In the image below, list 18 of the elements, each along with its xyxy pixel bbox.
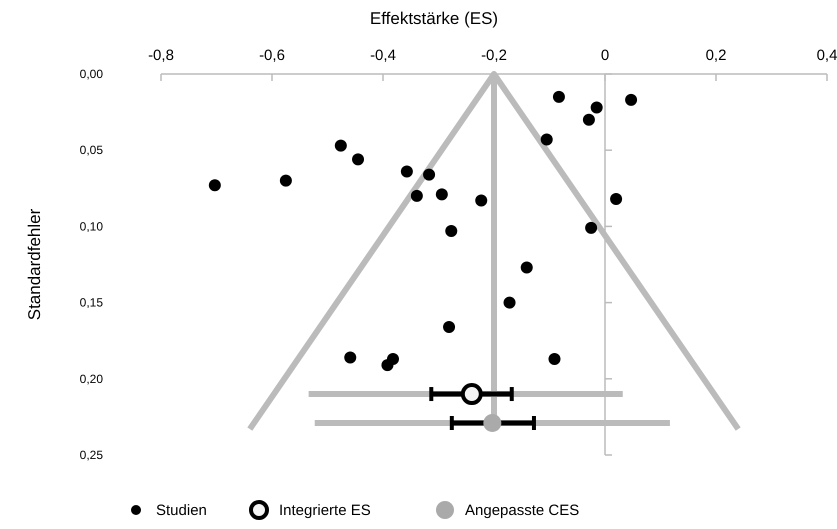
x-axis-title: Effektstärke (ES): [370, 9, 498, 28]
x-tick-label: -0,6: [259, 47, 285, 64]
legend-label: Angepasste CES: [465, 502, 580, 519]
x-tick-label: -0,4: [370, 47, 396, 64]
y-tick-label: 0,00: [80, 67, 104, 81]
y-tick-label: 0,20: [80, 372, 104, 386]
y-axis-title: Standardfehler: [25, 208, 44, 320]
x-tick-label: -0,2: [481, 47, 507, 64]
x-tick-label: 0,2: [706, 47, 726, 64]
y-tick-label: 0,10: [80, 219, 104, 234]
y-tick-label: 0,15: [80, 296, 104, 310]
y-tick-label: 0,05: [80, 143, 104, 158]
legend-label: Studien: [156, 502, 207, 519]
x-tick-label: 0: [600, 47, 610, 64]
x-tick-label: -0,8: [148, 47, 174, 64]
y-tick-label: 0,25: [80, 448, 104, 462]
x-tick-label: 0,4: [816, 47, 837, 64]
legend-label: Integrierte ES: [279, 502, 371, 519]
